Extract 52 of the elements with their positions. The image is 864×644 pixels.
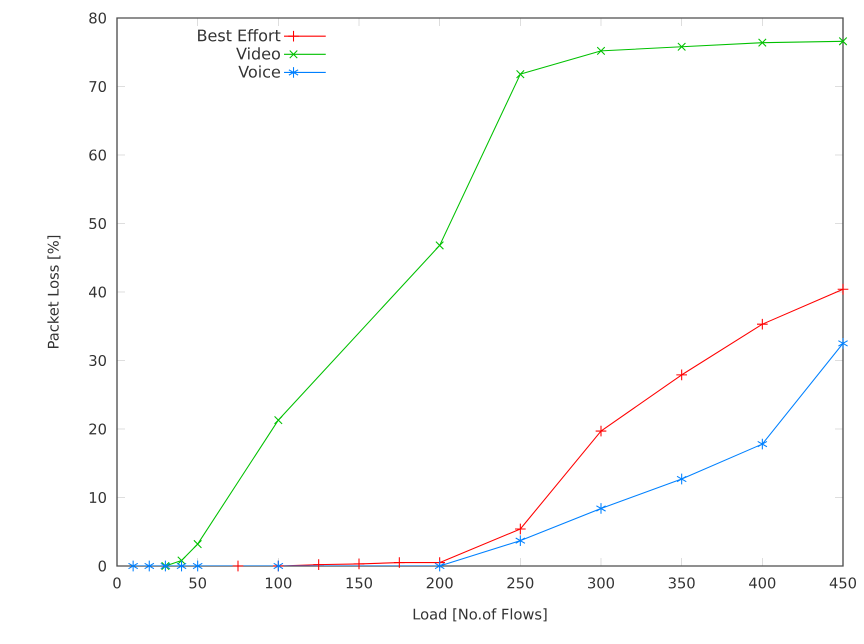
point — [677, 42, 686, 52]
legend-label: Best Effort — [198, 29, 280, 42]
y-tick-label: 60 — [89, 149, 106, 161]
point — [516, 70, 525, 78]
x-tick-label: 150 — [346, 577, 372, 588]
point — [515, 534, 526, 547]
legend-label: Video — [236, 47, 280, 60]
x-tick-label: 300 — [588, 577, 614, 588]
point — [353, 558, 365, 570]
x-tick-label: 50 — [189, 577, 206, 588]
point — [274, 416, 283, 424]
point — [596, 502, 606, 514]
x-tick-label: 450 — [830, 577, 856, 588]
point — [756, 318, 768, 330]
y-tick-label: 10 — [90, 492, 106, 504]
point — [676, 369, 688, 381]
point — [176, 560, 187, 572]
x-tick-label: 200 — [426, 577, 453, 588]
point — [838, 338, 848, 350]
x-tick-label: 350 — [668, 577, 695, 588]
point — [193, 540, 202, 548]
point — [192, 560, 203, 572]
y-tick-label: 20 — [89, 423, 106, 435]
y-axis-title: Packet Loss [%] — [47, 236, 60, 348]
point — [595, 425, 607, 437]
point — [435, 241, 444, 250]
point — [393, 556, 406, 568]
point — [837, 283, 849, 296]
point — [128, 560, 138, 572]
x-tick-label: 250 — [507, 577, 534, 588]
y-tick-label: 50 — [89, 218, 106, 230]
point — [676, 473, 687, 485]
legend-label: Voice — [238, 65, 280, 78]
point — [838, 36, 848, 46]
point — [514, 523, 526, 535]
y-tick-label: 30 — [89, 354, 106, 366]
x-tick-label: 0 — [113, 577, 121, 588]
x-axis-title: Load [No.of Flows] — [414, 608, 547, 622]
y-tick-label: 80 — [89, 12, 106, 24]
y-tick-label: 0 — [98, 560, 106, 572]
x-tick-label: 100 — [266, 577, 292, 588]
y-tick-label: 40 — [89, 286, 106, 298]
point — [144, 560, 154, 572]
point — [757, 438, 768, 450]
point — [232, 560, 244, 572]
point — [177, 556, 186, 565]
x-tick-label: 400 — [749, 577, 776, 588]
point — [312, 558, 325, 570]
point — [596, 46, 606, 56]
point — [434, 560, 445, 572]
point — [758, 38, 767, 47]
y-tick-label: 70 — [90, 80, 106, 92]
